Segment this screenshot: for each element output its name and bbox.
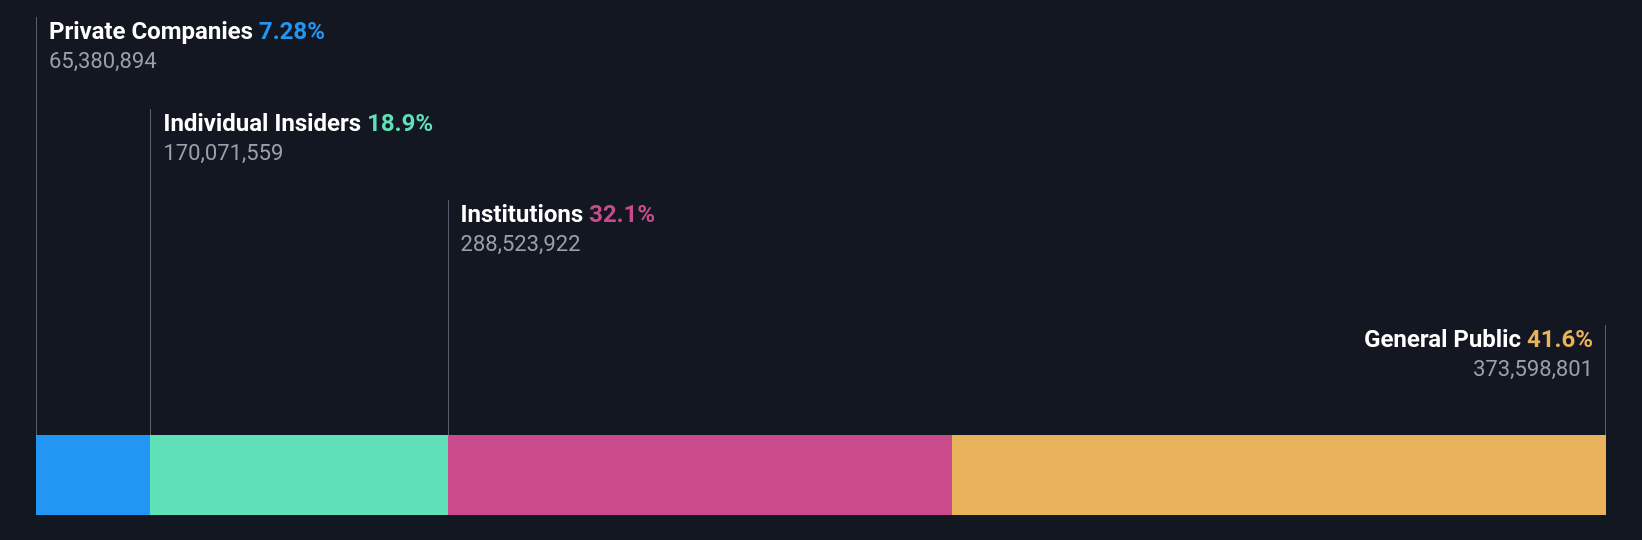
segment-percent: 18.9% [367,109,433,137]
segment-value: 65,380,894 [49,49,325,74]
segment-name: Institutions [461,200,584,228]
segment-percent: 7.28% [259,17,325,45]
segment-value: 373,598,801 [1364,357,1593,382]
segment-label-institutions: Institutions 32.1% 288,523,922 [448,200,656,435]
bar-segment-individual-insiders[interactable] [150,435,447,515]
segment-label-general-public: General Public 41.6% 373,598,801 [1364,325,1606,435]
ownership-chart: Private Companies 7.28% 65,380,894 Indiv… [0,0,1642,540]
segment-percent: 41.6% [1527,325,1593,353]
segment-value: 288,523,922 [461,232,656,257]
segment-name: General Public [1364,325,1521,353]
segment-percent: 32.1% [589,200,655,228]
segment-name: Private Companies [49,17,253,45]
segment-name: Individual Insiders [163,109,361,137]
bar-track [36,435,1606,515]
bar-segment-private-companies[interactable] [36,435,150,515]
bar-segment-institutions[interactable] [448,435,953,515]
bar-segment-general-public[interactable] [952,435,1606,515]
segment-value: 170,071,559 [163,141,433,166]
segment-label-individual-insiders: Individual Insiders 18.9% 170,071,559 [150,109,433,435]
